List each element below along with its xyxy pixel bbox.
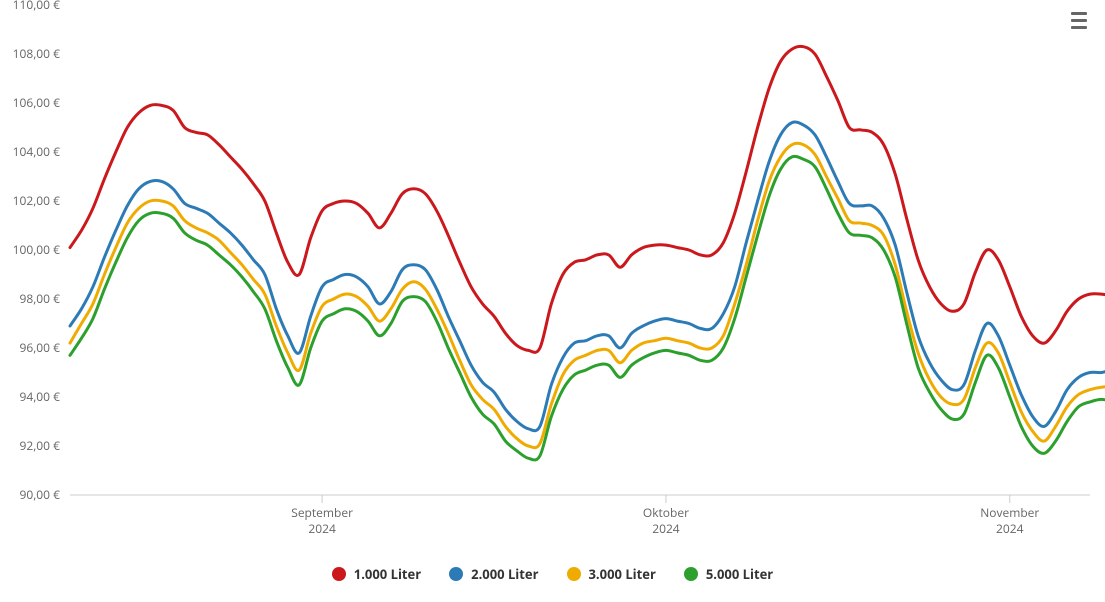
y-axis-tick-label: 96,00 € bbox=[19, 339, 60, 356]
legend-item[interactable]: 5.000 Liter bbox=[684, 565, 773, 583]
legend-item[interactable]: 3.000 Liter bbox=[567, 565, 656, 583]
series-line[interactable] bbox=[70, 143, 1105, 447]
y-axis-tick-label: 94,00 € bbox=[19, 388, 60, 405]
y-axis-tick-label: 92,00 € bbox=[19, 437, 60, 454]
legend-label: 3.000 Liter bbox=[589, 565, 656, 583]
x-axis-tick-label: November bbox=[980, 504, 1039, 521]
legend-label: 5.000 Liter bbox=[706, 565, 773, 583]
legend-item[interactable]: 1.000 Liter bbox=[332, 565, 421, 583]
y-axis-tick-label: 104,00 € bbox=[13, 143, 61, 160]
y-axis-tick-label: 110,00 € bbox=[13, 0, 61, 13]
y-axis-tick-label: 108,00 € bbox=[13, 45, 61, 62]
y-axis-tick-label: 100,00 € bbox=[13, 241, 61, 258]
chart-legend: 1.000 Liter 2.000 Liter 3.000 Liter 5.000 L… bbox=[0, 565, 1105, 585]
legend-item[interactable]: 2.000 Liter bbox=[449, 565, 538, 583]
x-axis-tick-sublabel: 2024 bbox=[652, 520, 680, 537]
legend-label: 2.000 Liter bbox=[471, 565, 538, 583]
series-line[interactable] bbox=[70, 46, 1105, 352]
legend-swatch bbox=[449, 567, 463, 581]
y-axis-tick-label: 90,00 € bbox=[19, 486, 60, 503]
y-axis-tick-label: 106,00 € bbox=[13, 94, 61, 111]
legend-swatch bbox=[684, 567, 698, 581]
chart-svg: 90,00 € 92,00 € 94,00 € 96,00 € 98,00 € 100,0… bbox=[0, 0, 1105, 560]
series-line[interactable] bbox=[70, 122, 1105, 431]
price-chart: 90,00 € 92,00 € 94,00 € 96,00 € 98,00 € 100,0… bbox=[0, 0, 1105, 602]
x-axis-tick-sublabel: 2024 bbox=[996, 520, 1024, 537]
legend-label: 1.000 Liter bbox=[354, 565, 421, 583]
legend-swatch bbox=[567, 567, 581, 581]
x-axis-tick-label: September bbox=[291, 504, 353, 521]
y-axis-tick-label: 98,00 € bbox=[19, 290, 60, 307]
x-axis-tick-label: Oktober bbox=[643, 504, 689, 521]
series-line[interactable] bbox=[70, 156, 1105, 460]
legend-swatch bbox=[332, 567, 346, 581]
x-axis-tick-sublabel: 2024 bbox=[308, 520, 336, 537]
y-axis-tick-label: 102,00 € bbox=[13, 192, 61, 209]
